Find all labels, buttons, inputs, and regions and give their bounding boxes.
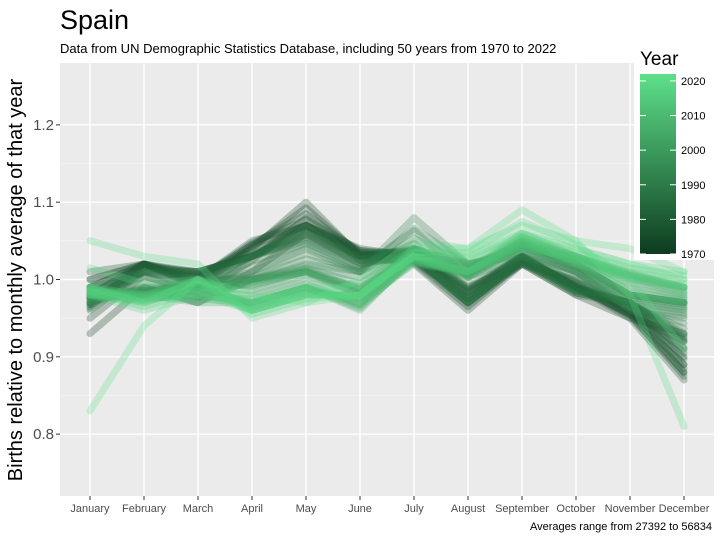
series-line-1984 bbox=[86, 229, 688, 345]
series-line-1998 bbox=[86, 237, 688, 307]
series-line-1971 bbox=[86, 214, 688, 345]
series-line-1979 bbox=[86, 221, 688, 372]
x-tick-label: January bbox=[70, 503, 110, 515]
legend-tick-label: 1980 bbox=[681, 214, 705, 226]
series-line-2010 bbox=[86, 245, 688, 307]
x-tick-label: April bbox=[241, 503, 263, 515]
series-line-2020 bbox=[86, 206, 688, 430]
series-line-2002 bbox=[86, 245, 688, 307]
series-line-2018 bbox=[86, 229, 688, 314]
legend-tick-label: 2020 bbox=[681, 76, 705, 88]
series-line-1985 bbox=[86, 231, 688, 343]
series-line-1975 bbox=[86, 216, 688, 376]
series-line-1980 bbox=[86, 221, 688, 369]
series-line-1978 bbox=[86, 221, 688, 376]
y-tick-label: 1.2 bbox=[33, 117, 54, 134]
series-line-2016 bbox=[86, 233, 688, 314]
chart-subtitle: Data from UN Demographic Statistics Data… bbox=[60, 41, 556, 56]
series-line-1996 bbox=[86, 241, 688, 311]
series-line-2003 bbox=[86, 241, 688, 305]
series-line-1972 bbox=[86, 198, 688, 353]
x-tick-label: March bbox=[183, 503, 214, 515]
series-line-1983 bbox=[86, 227, 688, 351]
series-line-1995 bbox=[86, 243, 688, 312]
series-line-1982 bbox=[86, 225, 688, 357]
y-axis-ticks: 0.8 0.9 1.0 1.1 1.2 bbox=[33, 117, 60, 443]
x-tick-label: October bbox=[556, 503, 595, 515]
x-tick-label: June bbox=[348, 503, 372, 515]
series-line-1993 bbox=[86, 234, 688, 317]
legend-title: Year bbox=[640, 49, 679, 70]
series-line-1991 bbox=[86, 214, 688, 322]
series-line-1987 bbox=[86, 235, 688, 340]
legend-colorbar bbox=[640, 74, 676, 254]
y-tick-label: 0.8 bbox=[33, 426, 54, 443]
series-line-2012 bbox=[86, 241, 688, 311]
series-line-2004 bbox=[86, 237, 688, 303]
series-line-2008 bbox=[86, 237, 688, 311]
series-line-2022 bbox=[86, 229, 688, 307]
y-axis-label: Births relative to monthly average of th… bbox=[5, 78, 27, 481]
series-line-1981 bbox=[86, 223, 688, 363]
series-line-1976 bbox=[86, 221, 688, 384]
series-line-2014 bbox=[86, 237, 688, 314]
series-line-2017 bbox=[86, 231, 688, 314]
series-line-2009 bbox=[86, 241, 688, 309]
series-line-2015 bbox=[86, 235, 688, 314]
chart-caption: Averages range from 27392 to 56834 bbox=[530, 521, 712, 533]
x-axis-ticks: January February March April May June July Augu… bbox=[70, 496, 710, 515]
series-line-1973 bbox=[86, 204, 688, 361]
series-line-1999 bbox=[86, 239, 688, 307]
series-line-1992 bbox=[86, 224, 688, 320]
series-line-2001 bbox=[86, 243, 688, 307]
x-tick-label: July bbox=[404, 503, 424, 515]
chart-title: Spain bbox=[60, 5, 129, 35]
series-line-2011 bbox=[86, 243, 688, 309]
series-line-1994 bbox=[86, 245, 688, 314]
x-tick-label: September bbox=[495, 503, 549, 515]
x-tick-label: November bbox=[605, 503, 656, 515]
series-line-1974 bbox=[86, 210, 688, 369]
y-tick-label: 1.1 bbox=[33, 194, 54, 211]
series-line-2006 bbox=[86, 229, 688, 314]
series-line-1989 bbox=[86, 239, 688, 332]
y-tick-label: 0.9 bbox=[33, 349, 54, 366]
series-line-1977 bbox=[86, 221, 688, 380]
series-line-2021 bbox=[86, 221, 688, 415]
series-line-2000 bbox=[86, 241, 688, 307]
legend-tick-label: 1990 bbox=[681, 180, 705, 192]
y-tick-label: 1.0 bbox=[33, 272, 54, 289]
x-tick-label: February bbox=[122, 503, 167, 515]
legend-ticks: 1970 1980 1990 2000 2010 2020 bbox=[640, 76, 705, 261]
series-line-1990 bbox=[86, 227, 688, 327]
legend-tick-label: 2010 bbox=[681, 111, 705, 123]
series-lines bbox=[86, 198, 688, 430]
x-tick-label: August bbox=[451, 503, 485, 515]
series-line-1988 bbox=[86, 237, 688, 338]
series-line-2005 bbox=[86, 233, 688, 309]
legend: Year 1970 1980 1990 2000 2010 2020 bbox=[634, 44, 714, 261]
series-line-2019 bbox=[86, 218, 688, 353]
series-line-2013 bbox=[86, 239, 688, 312]
legend-tick-label: 2000 bbox=[681, 145, 705, 157]
series-line-1970 bbox=[86, 229, 688, 338]
series-line-1986 bbox=[86, 233, 688, 341]
series-line-2007 bbox=[86, 233, 688, 312]
legend-tick-label: 1970 bbox=[681, 249, 705, 261]
grid-lines bbox=[60, 63, 714, 496]
series-line-1997 bbox=[86, 239, 688, 309]
x-tick-label: May bbox=[296, 503, 317, 515]
x-tick-label: December bbox=[659, 503, 710, 515]
